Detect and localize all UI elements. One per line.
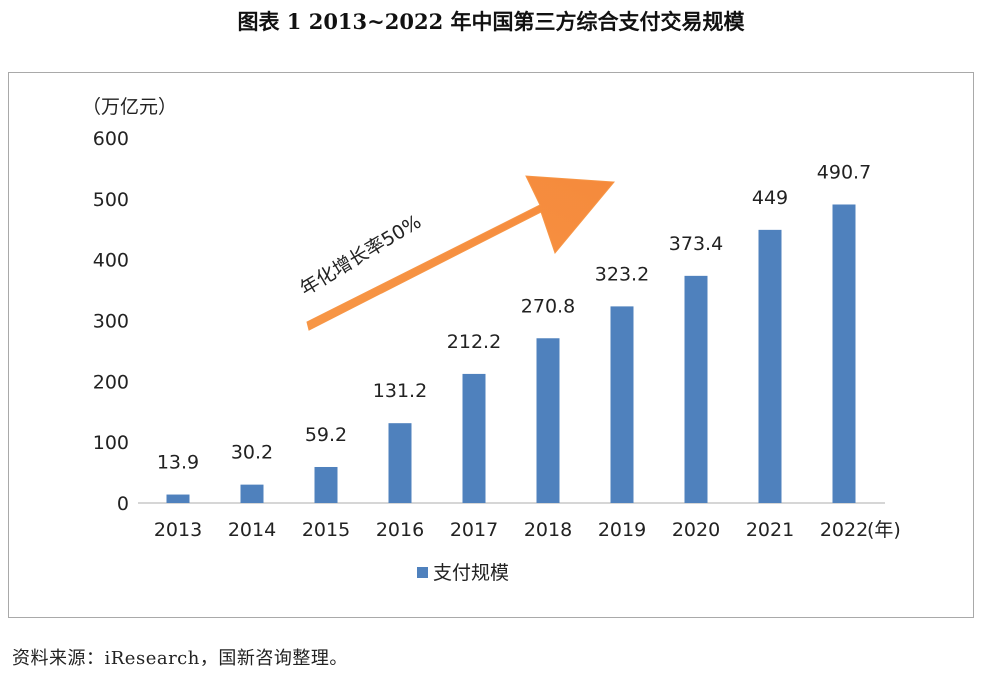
bar bbox=[610, 306, 634, 503]
bar bbox=[758, 229, 782, 503]
y-tick-label: 500 bbox=[93, 189, 129, 211]
x-tick-label: 2022 bbox=[820, 519, 868, 541]
bar bbox=[314, 466, 338, 503]
legend-label: 支付规模 bbox=[433, 562, 509, 584]
data-label: 13.9 bbox=[157, 452, 199, 474]
chart-frame bbox=[8, 72, 974, 618]
x-axis-unit-label: (年) bbox=[867, 519, 901, 541]
bar bbox=[462, 373, 486, 503]
bar bbox=[240, 484, 264, 503]
x-tick-label: 2018 bbox=[524, 519, 572, 541]
y-tick-label: 100 bbox=[93, 432, 129, 454]
x-tick-label: 2013 bbox=[154, 519, 202, 541]
y-tick-label: 400 bbox=[93, 250, 129, 272]
x-tick-label: 2014 bbox=[228, 519, 276, 541]
x-tick-label: 2017 bbox=[450, 519, 498, 541]
legend: 支付规模 bbox=[417, 562, 509, 584]
growth-arrow bbox=[306, 175, 616, 331]
bar bbox=[684, 275, 708, 503]
data-label: 270.8 bbox=[521, 295, 575, 317]
figure-title: 图表 1 2013~2022 年中国第三方综合支付交易规模 bbox=[237, 9, 745, 34]
bar bbox=[388, 423, 412, 503]
x-tick-label: 2019 bbox=[598, 519, 646, 541]
x-tick-label: 2021 bbox=[746, 519, 794, 541]
bar bbox=[832, 204, 856, 503]
bar bbox=[536, 338, 560, 503]
y-tick-label: 600 bbox=[93, 128, 129, 150]
data-label: 449 bbox=[752, 187, 788, 209]
x-tick-label: 2020 bbox=[672, 519, 720, 541]
y-axis-unit-label: （万亿元） bbox=[82, 96, 177, 118]
x-tick-label: 2016 bbox=[376, 519, 424, 541]
y-tick-label: 200 bbox=[93, 371, 129, 393]
growth-rate-label: 年化增长率50% bbox=[296, 211, 425, 301]
data-label: 490.7 bbox=[817, 161, 871, 183]
data-label: 373.4 bbox=[669, 233, 723, 255]
bar bbox=[166, 494, 190, 503]
data-label: 30.2 bbox=[231, 442, 273, 464]
y-tick-label: 300 bbox=[93, 311, 129, 333]
data-label: 323.2 bbox=[595, 263, 649, 285]
x-tick-label: 2015 bbox=[302, 519, 350, 541]
legend-swatch bbox=[417, 567, 428, 578]
y-tick-label: 0 bbox=[117, 493, 129, 515]
data-label: 59.2 bbox=[305, 424, 347, 446]
data-label: 212.2 bbox=[447, 331, 501, 353]
data-label: 131.2 bbox=[373, 380, 427, 402]
source-note: 资料来源：iResearch，国新咨询整理。 bbox=[12, 648, 348, 669]
